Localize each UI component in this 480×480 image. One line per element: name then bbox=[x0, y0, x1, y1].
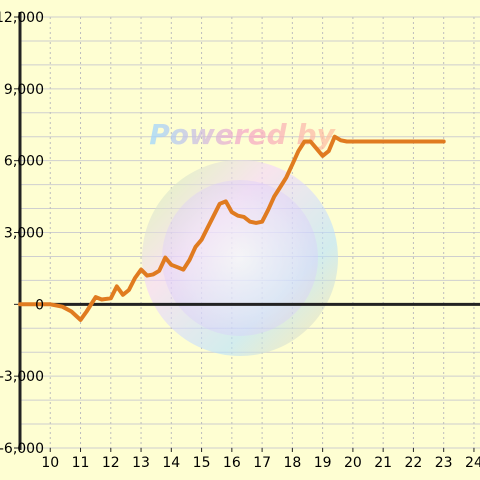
x-tick-label: 17 bbox=[253, 455, 271, 471]
x-tick-label: 23 bbox=[435, 455, 453, 471]
y-tick-label: -6,000 bbox=[0, 441, 44, 457]
x-tick-label: 20 bbox=[344, 455, 362, 471]
y-tick-label: -3,000 bbox=[0, 369, 44, 385]
x-tick-label: 21 bbox=[374, 455, 392, 471]
x-tick-label: 12 bbox=[102, 455, 120, 471]
x-tick-label: 19 bbox=[314, 455, 332, 471]
watermark-inner bbox=[162, 180, 318, 336]
x-tick-label: 16 bbox=[223, 455, 241, 471]
x-tick-label: 10 bbox=[41, 455, 59, 471]
x-tick-label: 24 bbox=[465, 455, 480, 471]
x-tick-label: 22 bbox=[405, 455, 423, 471]
watermark: Powered by bbox=[142, 118, 338, 356]
x-tick-label: 18 bbox=[283, 455, 301, 471]
series-line bbox=[18, 134, 446, 322]
x-tick-label: 13 bbox=[132, 455, 150, 471]
x-tick-label: 15 bbox=[193, 455, 211, 471]
y-tick-label: 0 bbox=[35, 297, 44, 313]
y-tick-label: 6,000 bbox=[4, 154, 44, 170]
x-tick-label: 11 bbox=[72, 455, 90, 471]
y-tick-label: 9,000 bbox=[4, 82, 44, 98]
series bbox=[18, 134, 446, 322]
y-tick-label: 3,000 bbox=[4, 226, 44, 242]
x-tick-label: 14 bbox=[162, 455, 180, 471]
watermark-text: Powered by bbox=[149, 118, 336, 151]
axes bbox=[14, 12, 480, 452]
y-tick-label: 12,000 bbox=[0, 10, 44, 26]
